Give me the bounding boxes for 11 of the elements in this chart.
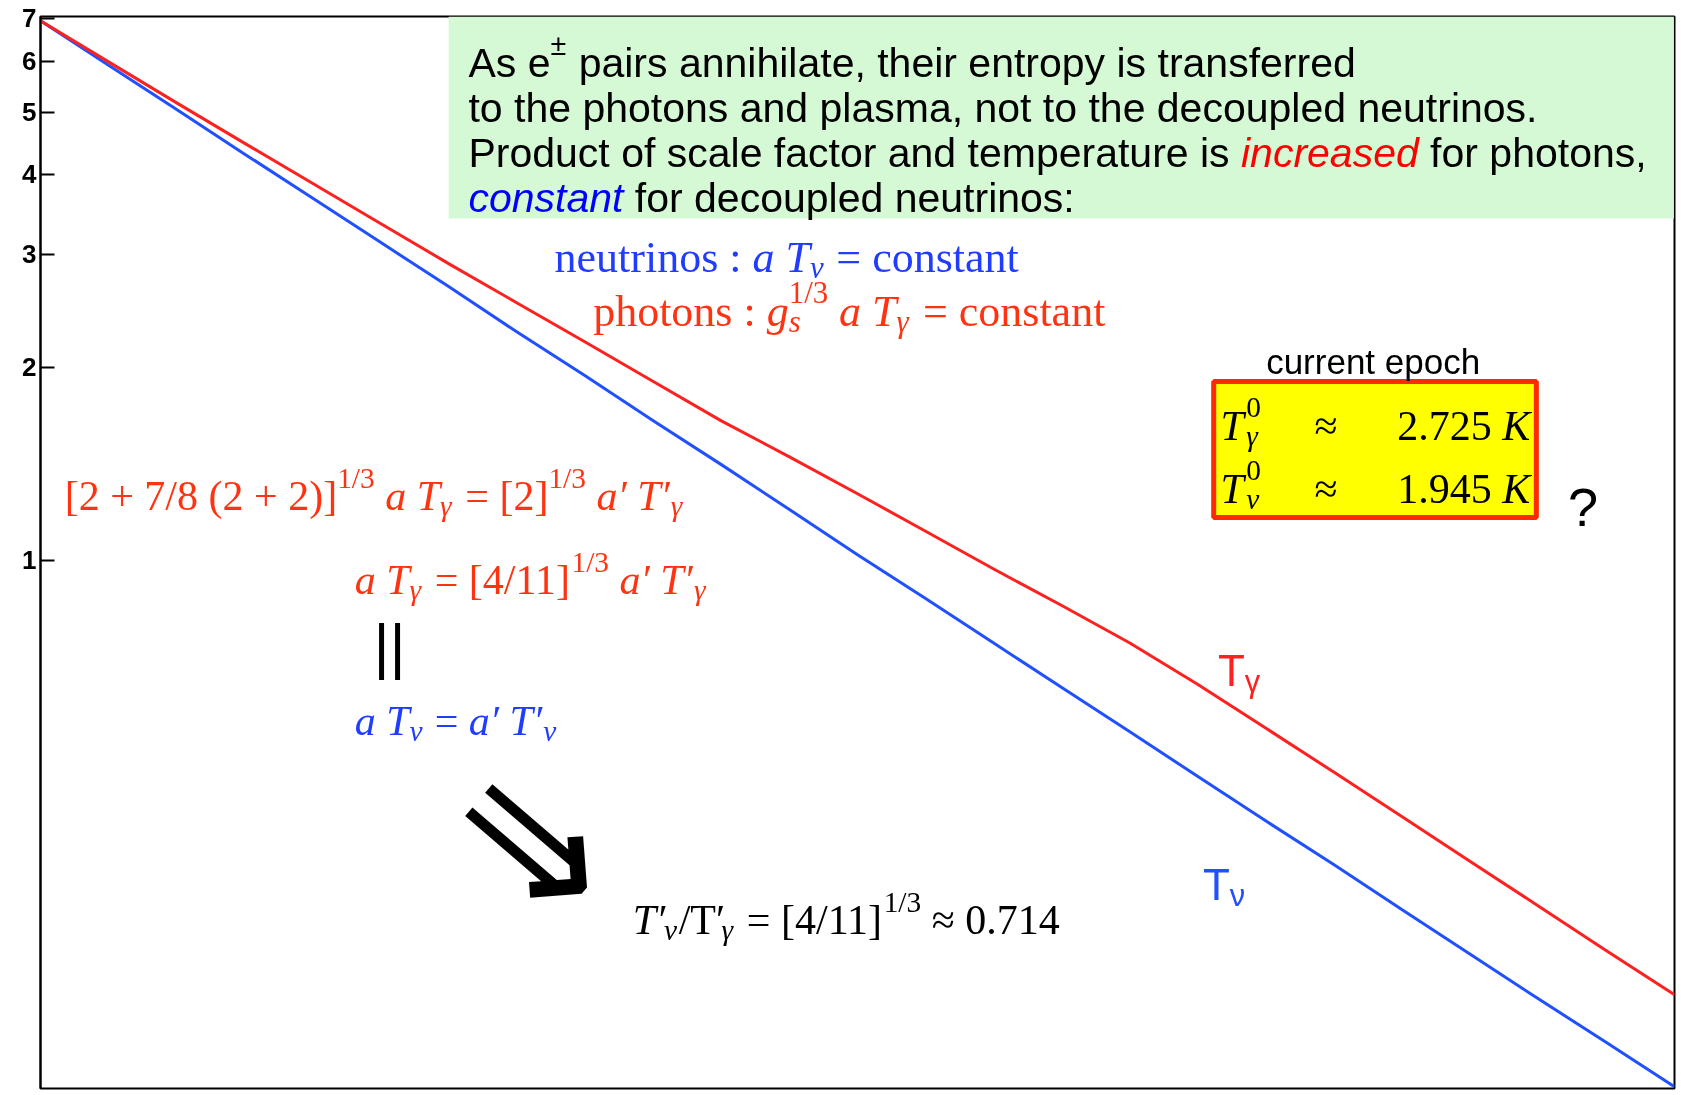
annotation: ? [1568,476,1599,537]
y-tick-label: 1 [22,545,37,576]
y-tick-label: 7 [22,3,37,34]
annotation: || [373,611,406,680]
y-tick-label: 3 [22,239,37,270]
annotation: current epoch [1266,342,1481,381]
y-tick-label: 5 [22,97,37,128]
y-tick-label: 6 [22,46,37,77]
text: As e± pairs annihilate, their entropy is transferred to the photons and plasma, not to the decoupled neutrinos. Product of scale factor and temperature is increased for photons, constant for decoupled neutrinos: [468,29,1647,221]
y-tick-label: 2 [22,352,37,383]
y-tick-label: 4 [22,159,38,190]
